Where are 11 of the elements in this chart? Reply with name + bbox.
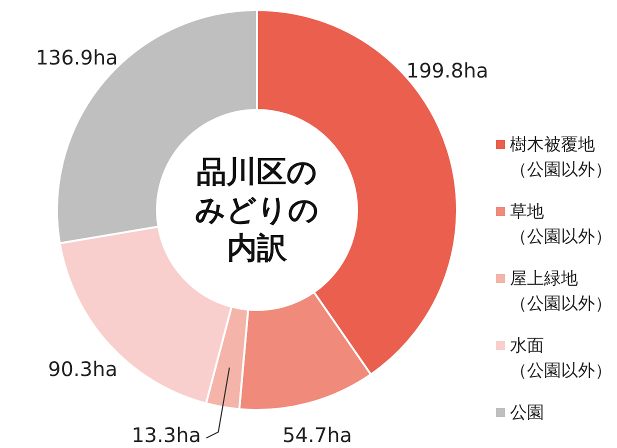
data-label: 13.3ha — [132, 423, 202, 447]
legend-label: 公園 — [510, 403, 544, 423]
legend-label: 水面（公園以外） — [510, 336, 612, 381]
data-label: 136.9ha — [36, 46, 118, 70]
legend-label: 樹木被覆地（公園以外） — [510, 135, 612, 180]
data-label: 199.8ha — [406, 58, 488, 82]
legend-label: 草地（公園以外） — [510, 202, 612, 247]
text: 品川区のみどりの内訳 — [195, 155, 319, 266]
legend-label: 屋上緑地（公園以外） — [510, 269, 612, 314]
data-label: 54.7ha — [282, 423, 352, 447]
data-label: 90.3ha — [48, 357, 118, 382]
